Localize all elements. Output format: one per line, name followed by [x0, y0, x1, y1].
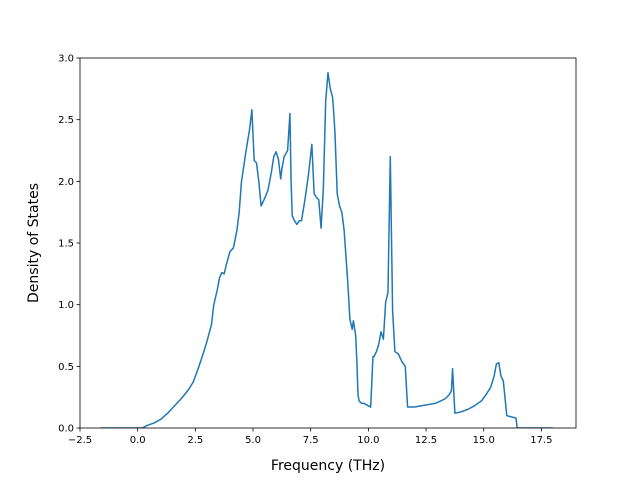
y-tick-label: 3.0	[58, 54, 74, 65]
y-tick-label: 1.5	[58, 239, 74, 250]
x-tick-label: 15.0	[473, 435, 495, 446]
dos-series-line	[100, 72, 553, 428]
x-tick-label: 0.0	[130, 435, 146, 446]
y-tick-label: 0.0	[58, 424, 74, 435]
x-tick-label: 5.0	[245, 435, 261, 446]
x-tick-label: −2.5	[68, 435, 92, 446]
axes-frame	[79, 57, 577, 429]
ticks-layer: −2.5 0.0 2.5 5.0 7.5 10.0 12.5 15.0 17.50.00.51.…	[58, 54, 552, 447]
x-tick-label: 7.5	[303, 435, 319, 446]
x-tick-label: 17.5	[530, 435, 552, 446]
x-tick-label: 2.5	[187, 435, 203, 446]
plot-layer	[100, 72, 553, 428]
x-tick-label: 12.5	[415, 435, 437, 446]
x-tick-label: 10.0	[357, 435, 379, 446]
y-tick-label: 2.0	[58, 177, 74, 188]
x-axis-label: Frequency (THz)	[271, 458, 385, 474]
y-axis-label: Density of States	[26, 183, 42, 303]
y-tick-label: 2.5	[58, 115, 74, 126]
y-tick-label: 0.5	[58, 362, 74, 373]
y-tick-label: 1.0	[58, 300, 74, 311]
